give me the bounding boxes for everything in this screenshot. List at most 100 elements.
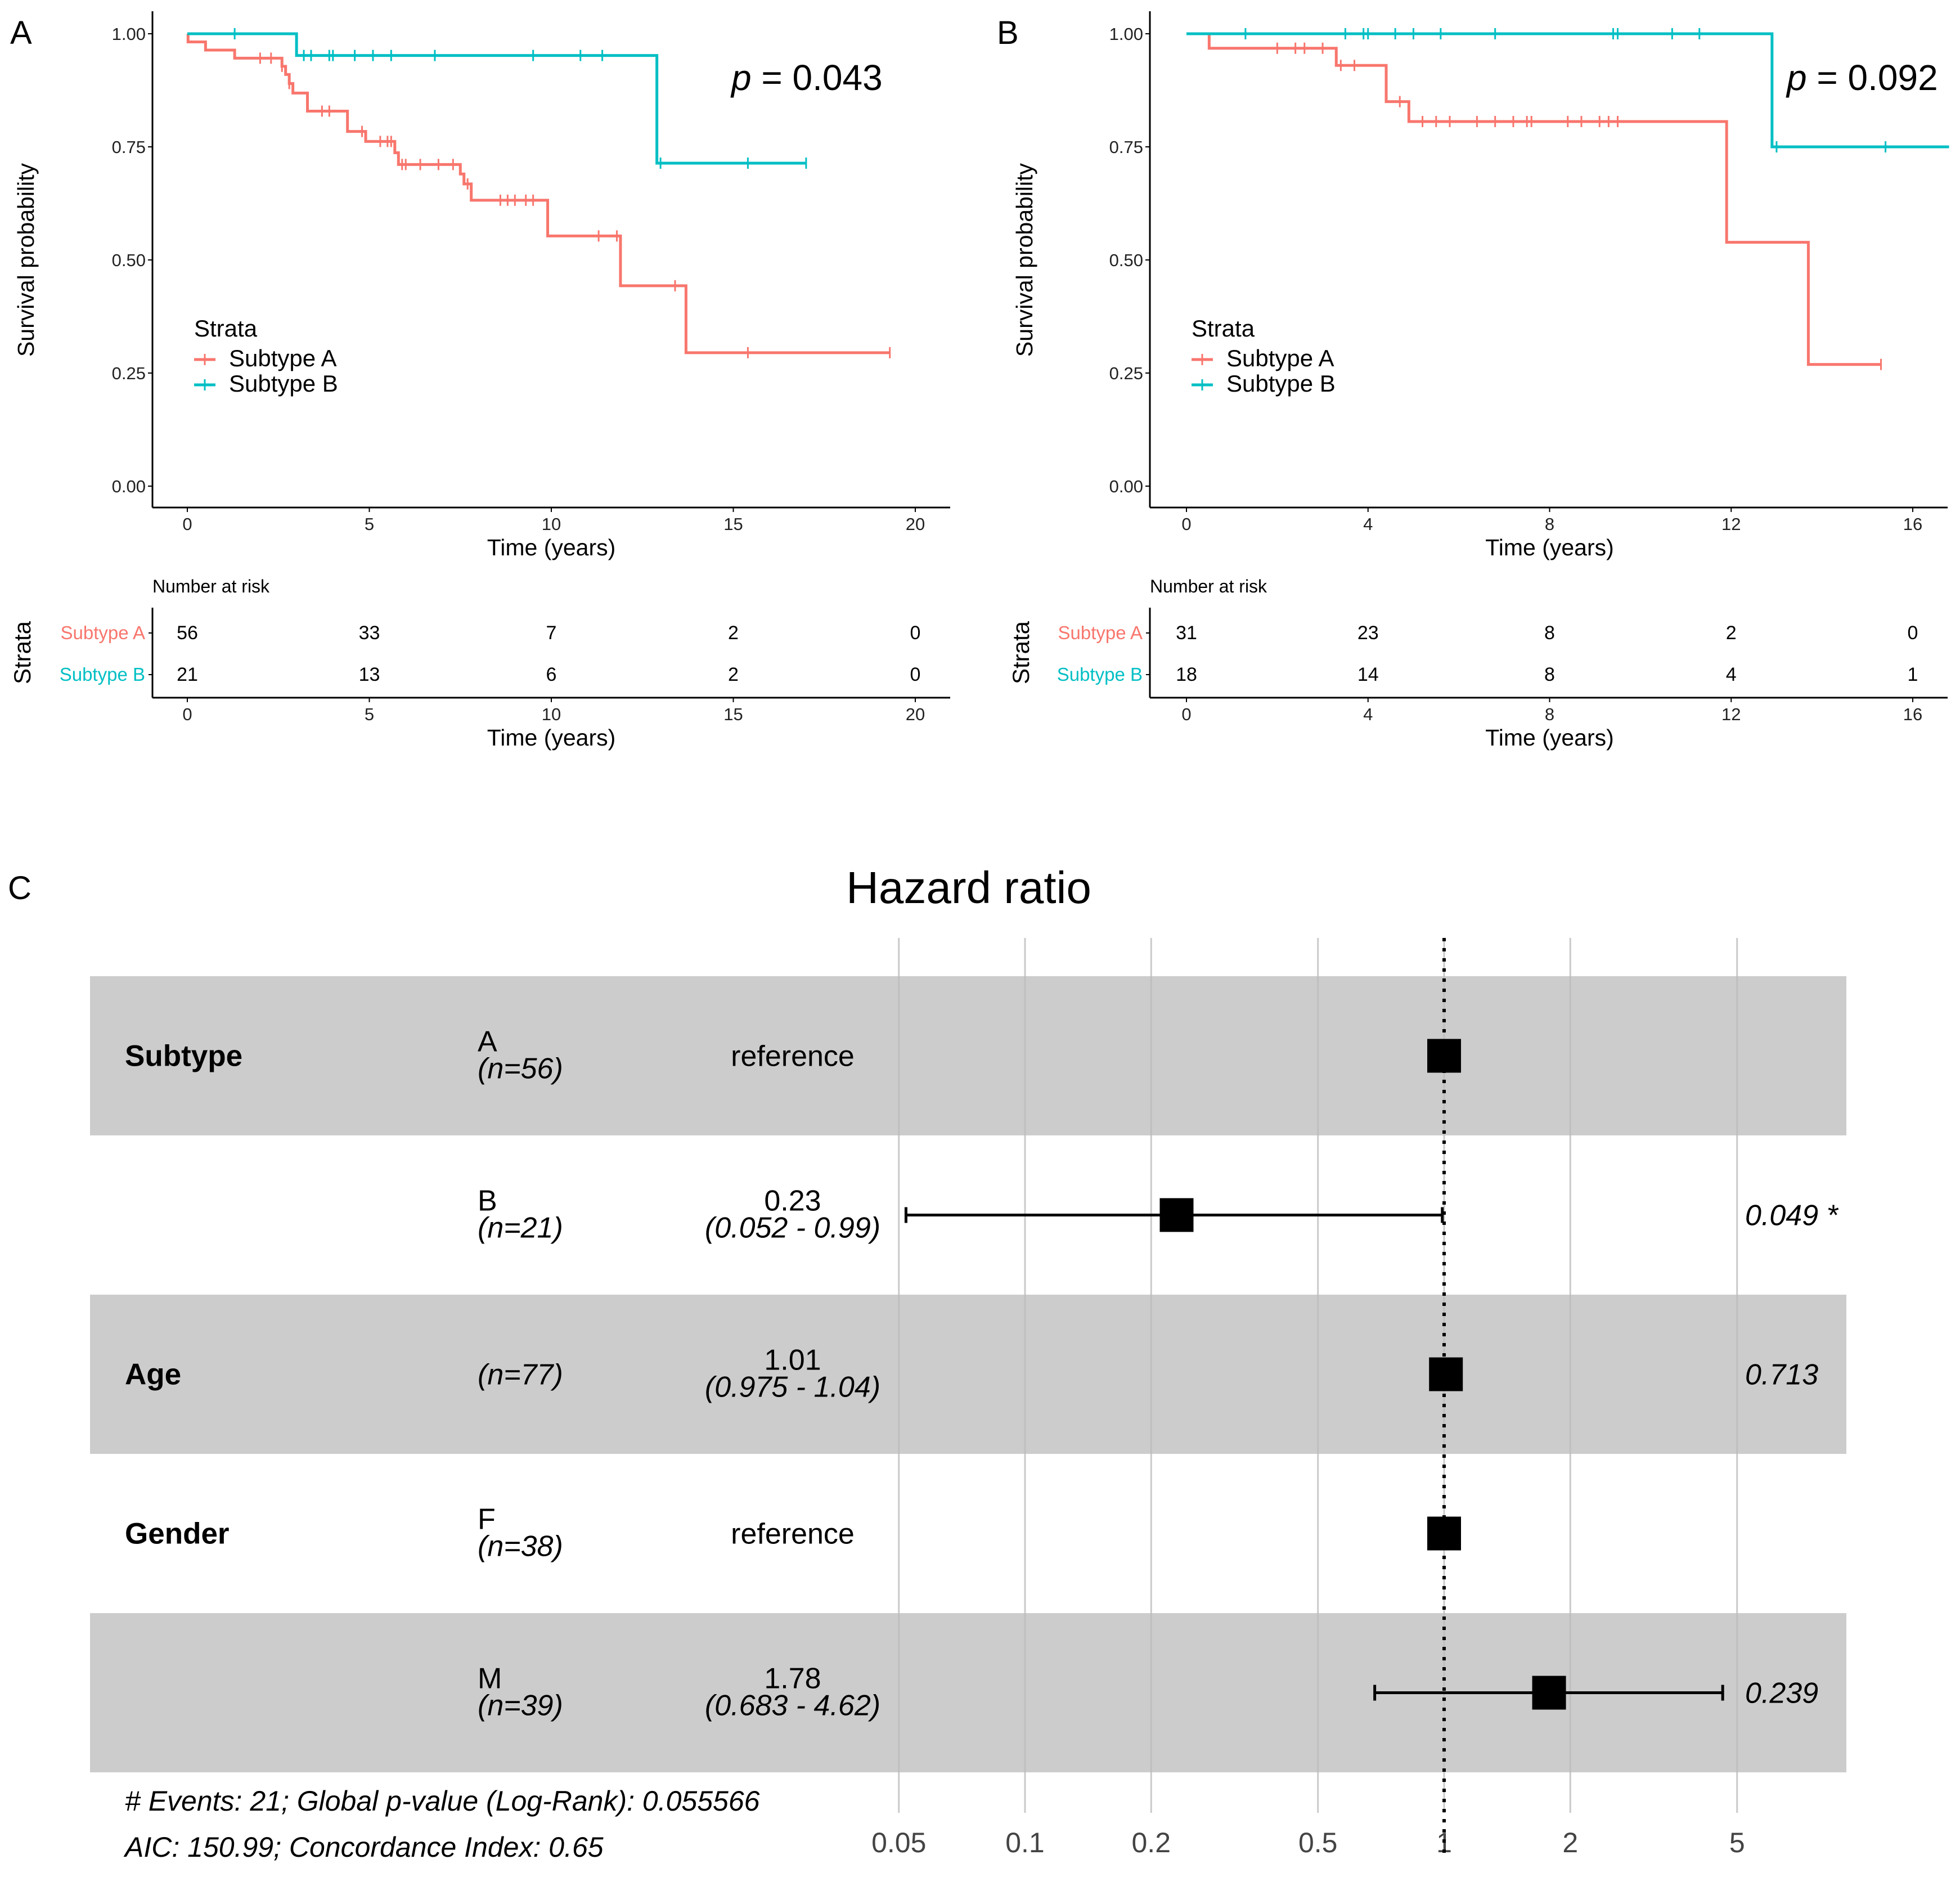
- n-label: (n=39): [478, 1690, 563, 1722]
- survival-curve-subtype-b: [1186, 32, 1949, 149]
- risk-count: 31: [1176, 622, 1197, 644]
- n-label: (n=56): [478, 1053, 563, 1085]
- p-symbol: p: [1786, 57, 1807, 98]
- risk-x-axis-title: Time (years): [487, 725, 616, 751]
- variable-name: Subtype: [125, 1040, 242, 1073]
- risk-count: 8: [1544, 664, 1555, 685]
- risk-count: 18: [1176, 664, 1197, 685]
- legend-entry: Subtype A: [229, 345, 336, 371]
- p-symbol: p: [730, 57, 752, 98]
- level-label: M: [478, 1663, 502, 1695]
- n-label: (n=38): [478, 1530, 563, 1563]
- risk-count: 14: [1357, 664, 1379, 685]
- risk-count: 0: [910, 622, 921, 644]
- x-tick-label: 0.2: [1132, 1827, 1171, 1858]
- x-tick-label: 4: [1363, 514, 1373, 534]
- estimate-value: 1.01: [764, 1344, 821, 1377]
- forest-title: Hazard ratio: [846, 863, 1091, 913]
- risk-x-tick-label: 12: [1721, 704, 1741, 724]
- estimate-value: reference: [731, 1518, 855, 1551]
- risk-row-label: Subtype A: [61, 622, 145, 643]
- x-tick-label: 5: [1729, 1827, 1745, 1858]
- level-label: B: [478, 1185, 497, 1218]
- y-axis-title: Survival probability: [13, 163, 39, 357]
- p-value: 0.239: [1745, 1677, 1818, 1710]
- footer-text: AIC: 150.99; Concordance Index: 0.65: [123, 1831, 604, 1863]
- x-axis-title: Time (years): [1485, 535, 1614, 560]
- x-tick-label: 0.05: [871, 1827, 926, 1858]
- panel-label: A: [10, 15, 32, 51]
- hr-point: [1427, 1516, 1461, 1551]
- survival-curve-subtype-a: [1186, 32, 1881, 366]
- y-tick-label: 1.00: [112, 24, 146, 44]
- risk-count: 2: [728, 664, 739, 685]
- risk-x-tick-label: 16: [1903, 704, 1922, 724]
- risk-count: 56: [177, 622, 198, 644]
- risk-count: 33: [359, 622, 380, 644]
- panel-label: B: [997, 15, 1019, 51]
- x-tick-label: 15: [723, 514, 743, 534]
- hr-point: [1427, 1039, 1461, 1073]
- variable-name: Gender: [125, 1517, 230, 1551]
- n-label: (n=77): [478, 1359, 563, 1391]
- variable-name: Age: [125, 1358, 181, 1391]
- risk-x-tick-label: 20: [906, 704, 925, 724]
- x-tick-label: 0.5: [1298, 1827, 1338, 1858]
- p-value: p = 0.043: [730, 57, 883, 98]
- y-tick-label: 0.25: [1109, 363, 1143, 383]
- risk-x-tick-label: 10: [542, 704, 561, 724]
- survival-curve-subtype-a: [186, 32, 890, 354]
- risk-count: 7: [546, 622, 557, 644]
- n-label: (n=21): [478, 1212, 563, 1245]
- risk-count: 0: [1908, 622, 1918, 644]
- ci-value: (0.975 - 1.04): [705, 1371, 880, 1404]
- x-tick-label: 0: [182, 514, 192, 534]
- risk-x-axis-title: Time (years): [1485, 725, 1614, 751]
- panel-label: C: [8, 870, 32, 906]
- legend-entry: Subtype B: [1226, 370, 1336, 397]
- y-tick-label: 0.50: [112, 250, 146, 270]
- p-value: 0.713: [1745, 1359, 1818, 1391]
- hr-point: [1532, 1676, 1566, 1710]
- risk-count: 23: [1357, 622, 1379, 644]
- estimate-value: 0.23: [764, 1185, 821, 1218]
- risk-row-label: Subtype B: [60, 664, 145, 685]
- x-tick-label: 20: [906, 514, 925, 534]
- risk-count: 1: [1908, 664, 1918, 685]
- x-tick-label: 16: [1903, 514, 1922, 534]
- hr-point: [1159, 1198, 1194, 1232]
- risk-count: 13: [359, 664, 380, 685]
- risk-count: 21: [177, 664, 198, 685]
- ci-value: (0.052 - 0.99): [705, 1212, 880, 1245]
- y-tick-label: 1.00: [1109, 24, 1143, 44]
- legend-title: Strata: [194, 315, 258, 342]
- risk-table-title: Number at risk: [1150, 576, 1267, 596]
- risk-x-tick-label: 0: [1181, 704, 1191, 724]
- forest-row: M(n=39) 1.78(0.683 - 4.62) 0.239: [478, 1663, 1818, 1722]
- x-tick-label: 10: [542, 514, 561, 534]
- risk-row-label: Subtype A: [1058, 622, 1143, 643]
- risk-x-tick-label: 15: [723, 704, 743, 724]
- risk-x-tick-label: 4: [1363, 704, 1373, 724]
- x-axis-title: Time (years): [487, 535, 616, 560]
- risk-y-title: Strata: [9, 621, 35, 684]
- x-tick-label: 2: [1562, 1827, 1578, 1858]
- level-label: F: [478, 1503, 496, 1536]
- risk-y-title: Strata: [1008, 621, 1034, 684]
- x-tick-label: 12: [1721, 514, 1741, 534]
- estimate-value: reference: [731, 1040, 855, 1073]
- x-tick-label: 0: [1181, 514, 1191, 534]
- risk-count: 0: [910, 664, 921, 685]
- y-tick-label: 0.00: [1109, 477, 1143, 496]
- x-tick-label: 8: [1545, 514, 1554, 534]
- risk-count: 2: [1726, 622, 1737, 644]
- risk-row-label: Subtype B: [1057, 664, 1143, 685]
- x-tick-label: 5: [365, 514, 374, 534]
- legend-entry: Subtype B: [229, 370, 338, 397]
- risk-count: 4: [1726, 664, 1737, 685]
- risk-x-tick-label: 8: [1545, 704, 1554, 724]
